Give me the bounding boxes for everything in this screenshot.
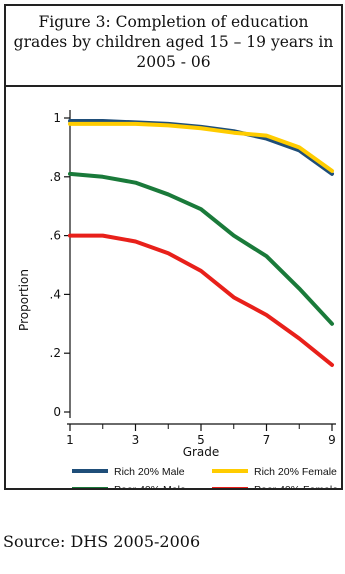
y-tick-label: 0: [53, 405, 61, 419]
title-line-1: Figure 3: Completion of education: [38, 13, 309, 31]
x-tick-label: 5: [197, 433, 205, 447]
line-chart: 0 .2 .4 .6 .8 1 1 3 5 7 9 Proportion Grade Rich 2…: [17, 110, 338, 488]
y-tick-label: .4: [50, 287, 61, 301]
y-tick-label: .2: [50, 346, 61, 360]
title-line-3: 2005 - 06: [136, 53, 211, 71]
y-tick-label: 1: [53, 111, 61, 125]
series-line: [68, 121, 334, 173]
y-tick-label: .6: [50, 229, 61, 243]
title-line-2: grades by children aged 15 – 19 years in: [13, 33, 334, 51]
y-tick-label: .8: [50, 170, 61, 184]
figure-frame: Figure 3: Completion of education grades…: [4, 4, 343, 490]
legend: Rich 20% Male Rich 20% Female Poor 40% Mal…: [72, 466, 338, 488]
source-note: Source: DHS 2005-2006: [3, 532, 201, 551]
legend-label: Rich 20% Female: [254, 466, 337, 478]
y-axis: 0 .2 .4 .6 .8 1: [50, 110, 71, 419]
y-axis-label: Proportion: [17, 269, 31, 331]
series-line: [68, 233, 334, 367]
x-axis-label: Grade: [183, 445, 220, 459]
series-layer: [68, 118, 334, 367]
x-tick-label: 3: [132, 433, 140, 447]
legend-label: Rich 20% Male: [114, 466, 185, 478]
x-axis: 1 3 5 7 9: [66, 423, 336, 447]
x-tick-label: 9: [328, 433, 336, 447]
legend-label: Poor 40% Female: [254, 484, 338, 488]
x-tick-label: 7: [263, 433, 271, 447]
x-tick-label: 1: [66, 433, 74, 447]
series-line: [68, 171, 334, 326]
figure-title: Figure 3: Completion of education grades…: [6, 6, 341, 87]
legend-label: Poor 40% Male: [114, 484, 186, 488]
